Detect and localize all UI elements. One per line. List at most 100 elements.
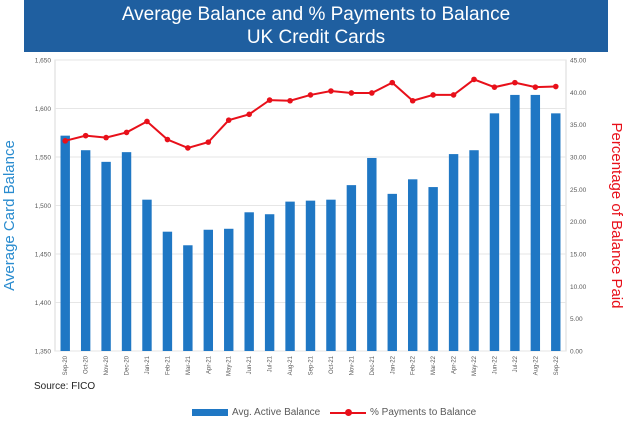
bar-May-22 — [469, 150, 479, 351]
line-point-Jun-21 — [246, 111, 252, 118]
x-tick-label: Dec-20 — [125, 355, 131, 375]
bar-May-21 — [224, 228, 234, 351]
x-tick-label: Dec-21 — [370, 355, 376, 375]
bar-Jul-21 — [264, 214, 275, 351]
bar-Apr-22 — [448, 154, 459, 351]
legend-label-bar: Avg. Active Balance — [232, 407, 321, 418]
bar-Jun-21 — [244, 212, 254, 351]
chart-title-line-2: UK Credit Cards — [246, 27, 386, 48]
bar-Dec-20 — [121, 152, 132, 351]
line-point-Feb-21 — [164, 136, 171, 143]
x-tick-label: Aug-22 — [533, 355, 539, 375]
chart-title-line-1: Average Balance and % Payments to Balanc… — [121, 4, 511, 25]
line-point-Sep-20 — [62, 138, 69, 144]
line-point-Jul-22 — [512, 79, 518, 86]
y-tick-label: 1,650 — [35, 58, 52, 65]
bar-Nov-21 — [346, 185, 357, 351]
bar-Jul-22 — [510, 94, 520, 352]
line-point-Apr-22 — [450, 92, 457, 98]
y-tick-label: 1,400 — [35, 300, 52, 307]
line-point-Feb-22 — [409, 97, 416, 104]
line-series-payments — [64, 78, 556, 150]
bar-Jun-22 — [489, 113, 500, 351]
bar-Jan-22 — [387, 193, 397, 351]
bar-Aug-22 — [530, 94, 541, 352]
legend-line-swatch — [330, 408, 366, 417]
x-tick-label: Sep-22 — [554, 355, 560, 375]
x-tick-label: Jun-22 — [492, 355, 498, 374]
x-tick-label: May-22 — [472, 355, 478, 376]
x-tick-label: Mar-21 — [186, 355, 192, 375]
bar-Oct-21 — [326, 199, 336, 351]
y-right-tick-label: 5.00 — [570, 316, 583, 323]
x-tick-label: Feb-21 — [165, 355, 171, 375]
y-right-tick-label: 10.00 — [570, 284, 587, 291]
y-tick-label: 1,450 — [35, 252, 52, 259]
source-note: Source: FICO — [34, 381, 96, 392]
legend-item-bar: Avg. Active Balance — [192, 407, 320, 418]
bar-Jan-21 — [142, 199, 152, 351]
y-right-tick-label: 40.00 — [570, 90, 587, 97]
bar-Nov-20 — [101, 161, 111, 351]
y-right-tick-label: 30.00 — [570, 155, 587, 162]
x-tick-label: Feb-22 — [411, 355, 417, 375]
bar-Apr-21 — [203, 229, 214, 351]
x-tick-label: Mar-22 — [431, 355, 437, 375]
x-tick-label: May-21 — [227, 355, 233, 376]
bar-Dec-21 — [367, 157, 377, 351]
line-point-Nov-21 — [348, 90, 355, 96]
y-tick-label: 1,500 — [35, 203, 52, 210]
line-point-Nov-20 — [103, 134, 109, 141]
y-right-tick-label: 15.00 — [570, 252, 587, 259]
x-tick-label: Nov-21 — [349, 355, 355, 375]
line-point-Apr-21 — [205, 139, 212, 145]
legend-item-line: % Payments to Balance — [330, 407, 476, 418]
x-tick-label: Jan-21 — [145, 355, 151, 374]
bar-Oct-20 — [80, 150, 91, 351]
line-point-Aug-21 — [287, 97, 293, 104]
y-right-tick-label: 0.00 — [570, 349, 583, 356]
x-tick-label: Aug-21 — [288, 355, 294, 375]
y-tick-label: 1,350 — [35, 349, 52, 356]
y-right-tick-label: 35.00 — [570, 122, 587, 129]
line-point-Jun-22 — [491, 84, 498, 90]
x-tick-label: Apr-22 — [452, 355, 458, 374]
bar-Sep-20 — [60, 135, 70, 351]
y-tick-label: 1,600 — [35, 106, 52, 113]
bar-Mar-21 — [183, 245, 193, 351]
legend-label-line: % Payments to Balance — [370, 407, 477, 418]
y-axis-title: Average Card Balance — [1, 140, 18, 291]
bar-Sep-21 — [305, 200, 316, 351]
bar-Feb-21 — [162, 231, 173, 351]
x-tick-label: Sep-20 — [63, 355, 69, 375]
x-tick-label: Jun-21 — [247, 355, 253, 374]
legend-bar-swatch — [192, 409, 228, 416]
line-point-Mar-22 — [430, 92, 436, 98]
x-tick-label: Oct-20 — [84, 355, 90, 374]
x-tick-label: Oct-21 — [329, 355, 335, 374]
y-right-tick-label: 20.00 — [570, 219, 587, 226]
line-point-Sep-21 — [307, 92, 314, 98]
line-point-May-21 — [225, 117, 232, 123]
line-point-Dec-21 — [369, 90, 375, 96]
x-tick-label: Jul-21 — [268, 355, 274, 372]
x-tick-label: Apr-21 — [206, 355, 212, 374]
line-point-Mar-21 — [185, 145, 191, 151]
bar-Feb-22 — [407, 179, 418, 351]
y-right-axis-title: Percentage of Balance Paid — [608, 123, 625, 309]
line-point-Jan-21 — [144, 118, 150, 125]
x-tick-label: Jan-22 — [390, 355, 396, 374]
line-point-Dec-20 — [123, 129, 130, 136]
line-point-Oct-21 — [328, 88, 334, 94]
bar-Mar-22 — [428, 187, 438, 351]
bar-Sep-22 — [551, 113, 561, 351]
line-point-May-22 — [471, 76, 477, 83]
y-right-tick-label: 45.00 — [570, 58, 587, 65]
chart-title-banner: Average Balance and % Payments to Balanc… — [24, 0, 608, 52]
x-tick-label: Nov-20 — [104, 355, 110, 375]
line-point-Oct-20 — [82, 132, 89, 139]
y-tick-label: 1,550 — [35, 155, 52, 162]
line-point-Aug-22 — [532, 84, 539, 90]
x-tick-label: Sep-21 — [309, 355, 315, 375]
